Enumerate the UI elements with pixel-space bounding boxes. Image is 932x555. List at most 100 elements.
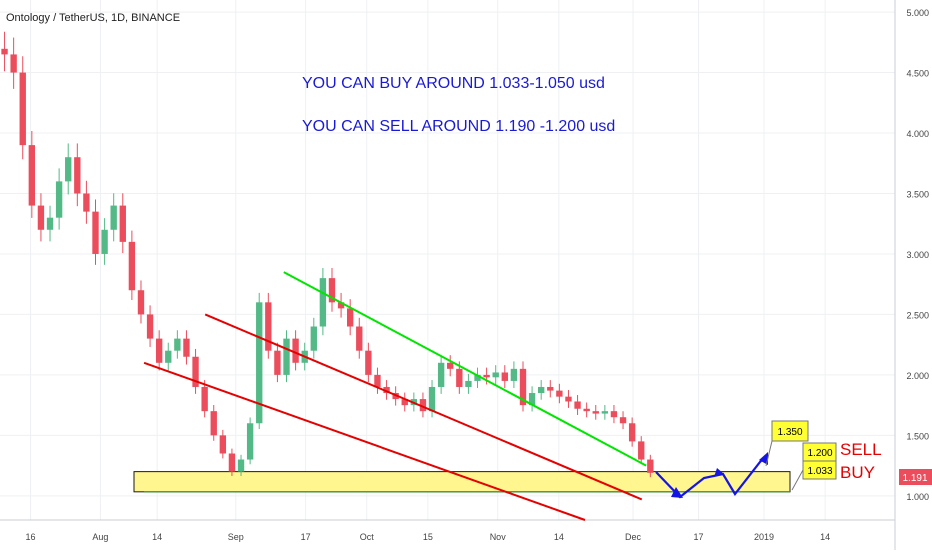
- candles: [1, 31, 654, 478]
- candle-body-15: [137, 290, 145, 315]
- x-tick-label-3: Sep: [228, 532, 244, 542]
- callout-pointer-2: [791, 469, 804, 491]
- candle-body-12: [110, 205, 117, 230]
- x-tick-label-0: 16: [26, 532, 36, 542]
- x-tick-label-7: Nov: [490, 532, 507, 542]
- candle-body-30: [274, 350, 281, 375]
- y-tick-label-6: 4.000: [906, 129, 929, 139]
- candle-body-32: [292, 338, 299, 363]
- candle-body-4: [37, 205, 45, 230]
- price-callouts: 1.350 1.200 1.033: [765, 420, 837, 491]
- grid: [0, 0, 896, 550]
- x-tick-label-9: Dec: [625, 532, 642, 542]
- candle-body-14: [128, 241, 136, 291]
- y-tick-label-7: 4.500: [906, 69, 929, 79]
- sell-annotation: YOU CAN SELL AROUND 1.190 -1.200 usd: [302, 118, 615, 135]
- candle-body-28: [256, 302, 263, 424]
- candle-body-17: [155, 338, 163, 363]
- y-tick-label-3: 2.500: [906, 310, 929, 320]
- candle-body-47: [428, 386, 436, 412]
- candle-body-35: [319, 278, 327, 327]
- candle-body-55: [501, 372, 508, 381]
- trendline-1: [204, 313, 643, 501]
- y-axis: 1.000 1.500 2.000 2.500 3.000 3.500 4.000 4.500…: [906, 8, 929, 502]
- candle-body-38: [346, 308, 354, 327]
- x-tick-label-10: 17: [694, 532, 704, 542]
- candle-body-61: [556, 390, 563, 397]
- candle-body-62: [565, 396, 572, 402]
- candle-body-41: [374, 374, 381, 387]
- x-tick-label-4: 17: [301, 532, 311, 542]
- candle-body-70: [638, 441, 645, 460]
- candle-body-23: [210, 411, 217, 436]
- callout-pointer-1: [765, 440, 773, 467]
- candle-body-34: [310, 326, 317, 351]
- candle-body-67: [610, 411, 618, 418]
- candle-body-64: [583, 408, 590, 412]
- candle-body-63: [574, 401, 581, 409]
- candle-body-3: [28, 145, 36, 206]
- x-tick-label-6: 15: [423, 532, 433, 542]
- buy-label: BUY: [840, 463, 875, 482]
- y-tick-label-8: 5.000: [906, 8, 929, 18]
- candle-body-9: [83, 193, 90, 212]
- candle-body-57: [519, 368, 527, 406]
- candle-body-10: [92, 211, 99, 254]
- candle-body-54: [492, 372, 499, 378]
- candle-body-48: [437, 362, 445, 387]
- arrowhead-up-1: [714, 468, 724, 477]
- candle-body-22: [201, 386, 208, 412]
- sell-label: SELL: [840, 440, 882, 459]
- x-tick-label-11: 2019: [754, 532, 774, 542]
- candle-body-66: [601, 411, 609, 414]
- candle-body-56: [510, 368, 518, 381]
- candle-body-52: [474, 374, 481, 381]
- callout-box-1: [771, 420, 809, 442]
- candle-body-24: [219, 435, 227, 454]
- candle-body-58: [528, 393, 536, 406]
- arrowhead-up-2: [759, 452, 768, 465]
- price-zone-layer: [133, 471, 791, 493]
- candle-body-21: [192, 356, 199, 387]
- candle-body-68: [619, 417, 627, 424]
- candle-body-8: [74, 157, 81, 194]
- chart-title: Ontology / TetherUS, 1D, BINANCE: [6, 12, 180, 24]
- candle-body-2: [19, 72, 26, 146]
- candle-body-40: [365, 350, 372, 375]
- buy-annotation: YOU CAN BUY AROUND 1.033-1.050 usd: [302, 75, 605, 92]
- callout-1350: 1.350: [777, 427, 802, 438]
- candle-body-26: [237, 459, 245, 472]
- current-price-badge: [899, 469, 932, 485]
- candle-body-25: [228, 453, 236, 472]
- candle-body-59: [538, 386, 545, 394]
- candle-body-1: [10, 54, 17, 73]
- candle-body-65: [592, 411, 599, 414]
- candle-body-16: [146, 314, 154, 339]
- x-tick-label-1: Aug: [92, 532, 108, 542]
- candle-body-60: [547, 386, 554, 391]
- candle-body-18: [165, 350, 172, 363]
- candle-body-42: [383, 386, 390, 394]
- candle-body-50: [456, 368, 463, 387]
- candle-body-46: [419, 399, 427, 412]
- trendline-0: [283, 271, 647, 467]
- x-tick-label-8: 14: [554, 532, 564, 542]
- candle-body-20: [183, 338, 190, 357]
- candle-body-51: [465, 380, 472, 387]
- candle-body-49: [447, 362, 454, 369]
- y-tick-label-0: 1.000: [906, 492, 929, 502]
- y-tick-label-5: 3.500: [906, 189, 929, 199]
- candle-body-36: [328, 278, 336, 303]
- x-tick-label-2: 14: [152, 532, 162, 542]
- candle-body-6: [55, 181, 63, 218]
- arrowhead-down: [671, 487, 683, 498]
- y-tick-label-4: 3.000: [906, 250, 929, 260]
- candle-body-31: [283, 338, 290, 375]
- candle-body-7: [65, 157, 72, 182]
- candle-body-11: [101, 229, 108, 254]
- trendlines: [143, 271, 647, 521]
- candle-body-27: [246, 423, 254, 460]
- candle-body-39: [356, 326, 363, 351]
